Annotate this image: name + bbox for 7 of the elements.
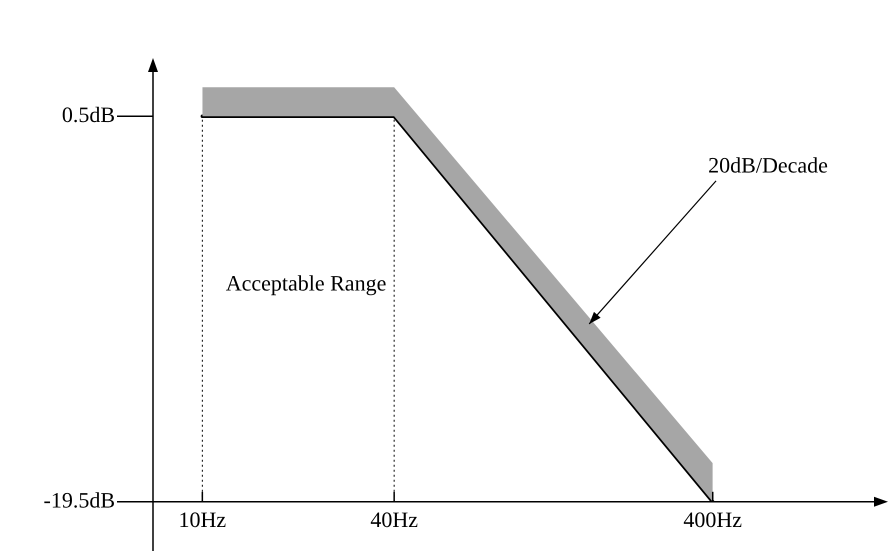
x-tick-label: 400Hz (683, 506, 742, 532)
y-tick-label: 0.5dB (62, 102, 115, 127)
annotation: Acceptable Range (226, 270, 386, 296)
annotation: 20dB/Decade (708, 152, 828, 178)
y-tick-label: -19.5dB (44, 488, 115, 513)
x-tick-label: 40Hz (370, 506, 418, 532)
x-tick-label: 10Hz (178, 506, 226, 532)
